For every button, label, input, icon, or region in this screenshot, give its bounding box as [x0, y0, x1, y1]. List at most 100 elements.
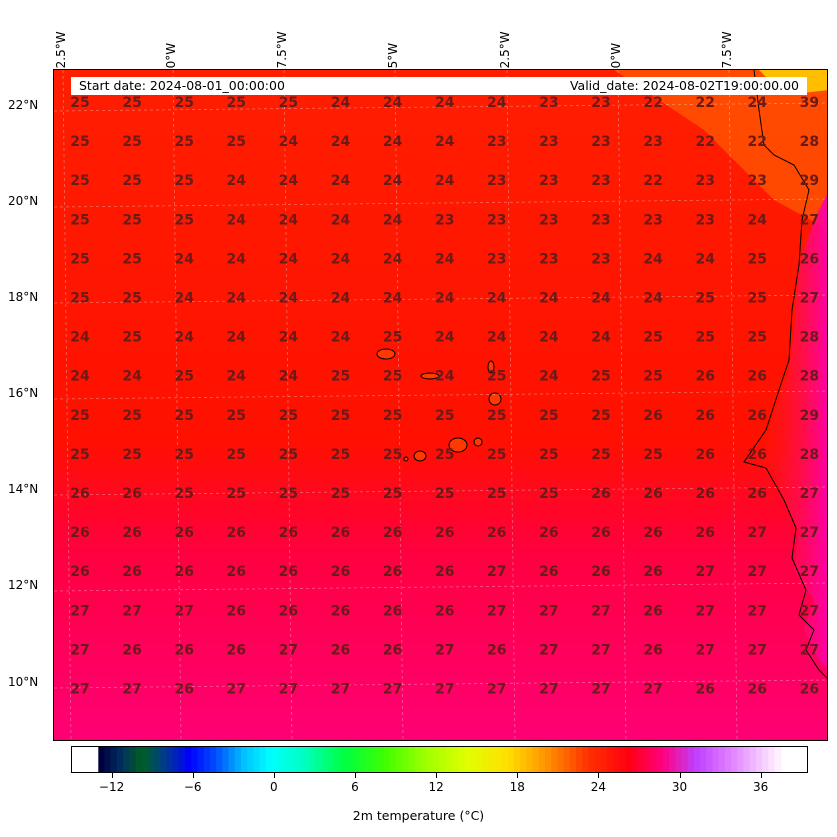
colorbar-swatch — [272, 747, 279, 772]
colorbar-tick-label: 30 — [671, 780, 688, 794]
colorbar-tick-label: 18 — [509, 780, 525, 794]
grid-value: 25 — [487, 369, 506, 385]
grid-value: 24 — [174, 330, 194, 346]
grid-value: 27 — [383, 682, 402, 698]
grid-value: 27 — [487, 603, 506, 619]
grid-value: 28 — [800, 369, 819, 385]
grid-value: 24 — [435, 330, 455, 346]
grid-value: 26 — [695, 682, 714, 698]
grid-value: 23 — [435, 212, 454, 228]
colorbar-swatch — [768, 747, 776, 772]
colorbar-swatch — [402, 747, 410, 772]
colorbar-tick-label: 24 — [590, 780, 607, 794]
grid-value: 27 — [279, 642, 298, 658]
colorbar-swatch — [439, 747, 447, 772]
grid-value: 24 — [331, 291, 351, 307]
grid-value: 24 — [591, 330, 611, 346]
colorbar-swatch — [284, 747, 292, 772]
colorbar-swatch — [185, 747, 192, 772]
colorbar-swatch — [147, 747, 155, 772]
colorbar-swatch — [451, 747, 459, 772]
grid-value: 24 — [279, 369, 299, 385]
grid-value: 24 — [539, 330, 559, 346]
grid-value: 25 — [70, 95, 89, 111]
grid-value: 25 — [227, 447, 246, 463]
colorbar-swatch — [650, 747, 658, 772]
grid-value: 26 — [435, 564, 454, 580]
grid-value: 26 — [383, 603, 402, 619]
grid-value: 24 — [174, 291, 194, 307]
grid-value: 25 — [174, 134, 193, 150]
grid-value: 24 — [383, 212, 403, 228]
colorbar-swatch — [569, 747, 577, 772]
grid-value: 23 — [591, 173, 610, 189]
grid-value: 25 — [227, 408, 246, 424]
grid-value: 25 — [748, 291, 767, 307]
colorbar-swatch — [544, 747, 552, 772]
grid-value: 26 — [331, 603, 350, 619]
grid-value: 27 — [539, 603, 558, 619]
colorbar-swatch — [538, 747, 546, 772]
colorbar-swatch — [340, 747, 347, 772]
colorbar-swatch — [321, 747, 329, 772]
grid-value: 26 — [279, 564, 298, 580]
grid-value: 26 — [487, 642, 506, 658]
grid-value: 27 — [70, 603, 89, 619]
grid-value: 25 — [174, 95, 193, 111]
grid-value: 26 — [643, 642, 662, 658]
colorbar-swatch — [259, 747, 267, 772]
colorbar-swatch — [563, 747, 571, 772]
colorbar-swatch — [526, 747, 534, 772]
grid-value: 26 — [487, 525, 506, 541]
colorbar-swatch — [104, 747, 112, 772]
grid-value: 25 — [435, 447, 454, 463]
warm-northeast-zone — [614, 70, 827, 229]
grid-value: 25 — [539, 447, 558, 463]
grid-value: 25 — [748, 251, 767, 267]
grid-value: 24 — [591, 291, 611, 307]
colorbar-tick-label: 0 — [270, 780, 278, 794]
colorbar-swatch — [706, 747, 714, 772]
colorbar-swatch — [178, 747, 186, 772]
grid-value: 25 — [331, 369, 350, 385]
grid-value: 27 — [748, 603, 767, 619]
colorbar-swatch — [575, 747, 583, 772]
grid-value: 27 — [174, 603, 193, 619]
colorbar-swatch — [513, 747, 521, 772]
grid-value: 25 — [122, 212, 141, 228]
colorbar-tick-label: 12 — [428, 780, 444, 794]
graticule — [54, 70, 827, 740]
grid-value: 27 — [800, 525, 819, 541]
grid-value: 26 — [695, 525, 714, 541]
colorbar-tick — [273, 773, 275, 778]
grid-value: 25 — [487, 486, 506, 502]
grid-value: 24 — [435, 95, 455, 111]
grid-value: 25 — [279, 408, 298, 424]
colorbar-swatch — [613, 747, 620, 772]
grid-value: 29 — [800, 408, 819, 424]
colorbar-swatch — [687, 747, 695, 772]
colorbar-swatch — [116, 747, 124, 772]
grid-value: 25 — [227, 134, 246, 150]
colorbar-swatch — [160, 747, 168, 772]
grid-value: 24 — [435, 134, 455, 150]
grid-value: 27 — [800, 603, 819, 619]
colorbar-swatch — [507, 747, 515, 772]
colorbar-swatch — [619, 747, 627, 772]
grid-value: 24 — [487, 95, 507, 111]
grid-value: 26 — [643, 564, 662, 580]
colorbar-swatch — [458, 747, 465, 772]
colorbar-swatch — [681, 747, 689, 772]
grid-value: 24 — [70, 369, 90, 385]
colorbar-swatch — [327, 747, 335, 772]
grid-value: 25 — [122, 447, 141, 463]
grid-value: 23 — [539, 212, 558, 228]
grid-value: 23 — [591, 251, 610, 267]
grid-value: 25 — [435, 486, 454, 502]
grid-value: 25 — [122, 330, 141, 346]
colorbar-tick — [760, 773, 762, 778]
grid-value: 23 — [539, 134, 558, 150]
grid-value: 25 — [174, 447, 193, 463]
map-canvas: 25 25 25 25 25 24 24 24 24 23 23 22 22 24 39 25 25 25 25 24… — [54, 70, 827, 740]
colorbar-swatch — [762, 747, 769, 772]
